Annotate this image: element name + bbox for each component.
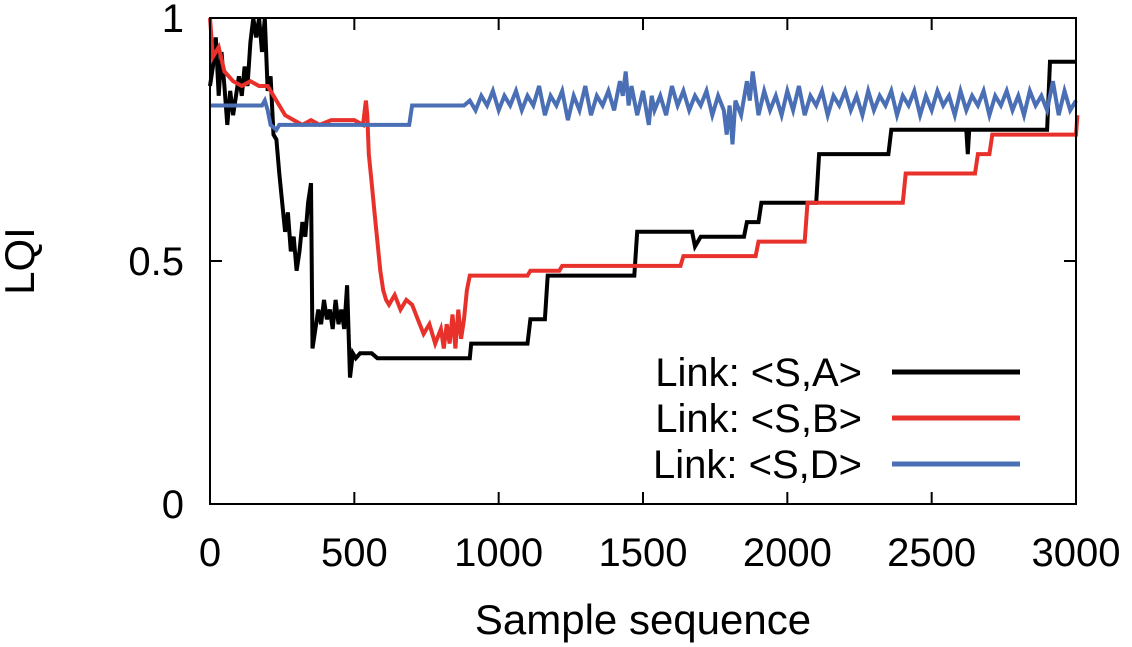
x-tick-label: 1000	[454, 531, 543, 575]
y-tick-label: 1	[162, 0, 184, 41]
legend-label-1: Link: <S,A>	[655, 351, 862, 395]
ticks-layer: 0 500 1000 1500 2000 2500 3000 0 0.5 1	[128, 0, 1120, 575]
legend: Link: <S,A>Link: <S,B>Link: <S,D>	[653, 351, 1020, 487]
x-axis-label: Sample sequence	[475, 596, 811, 643]
y-tick-label: 0.5	[128, 240, 184, 284]
x-tick-label: 500	[321, 531, 388, 575]
legend-label-3: Link: <S,D>	[653, 443, 862, 487]
x-tick-label: 2000	[743, 531, 832, 575]
x-tick-label: 1500	[599, 531, 688, 575]
y-tick-label: 0	[162, 483, 184, 527]
series-line-3	[210, 71, 1078, 145]
series-line-2	[208, 17, 1080, 350]
series-layer	[208, 17, 1080, 378]
x-tick-label: 0	[199, 531, 221, 575]
legend-label-2: Link: <S,B>	[655, 397, 862, 441]
series-line-1	[208, 17, 1076, 378]
x-tick-label: 3000	[1032, 531, 1121, 575]
x-tick-label: 2500	[887, 531, 976, 575]
y-axis-label: LQI	[0, 227, 43, 295]
